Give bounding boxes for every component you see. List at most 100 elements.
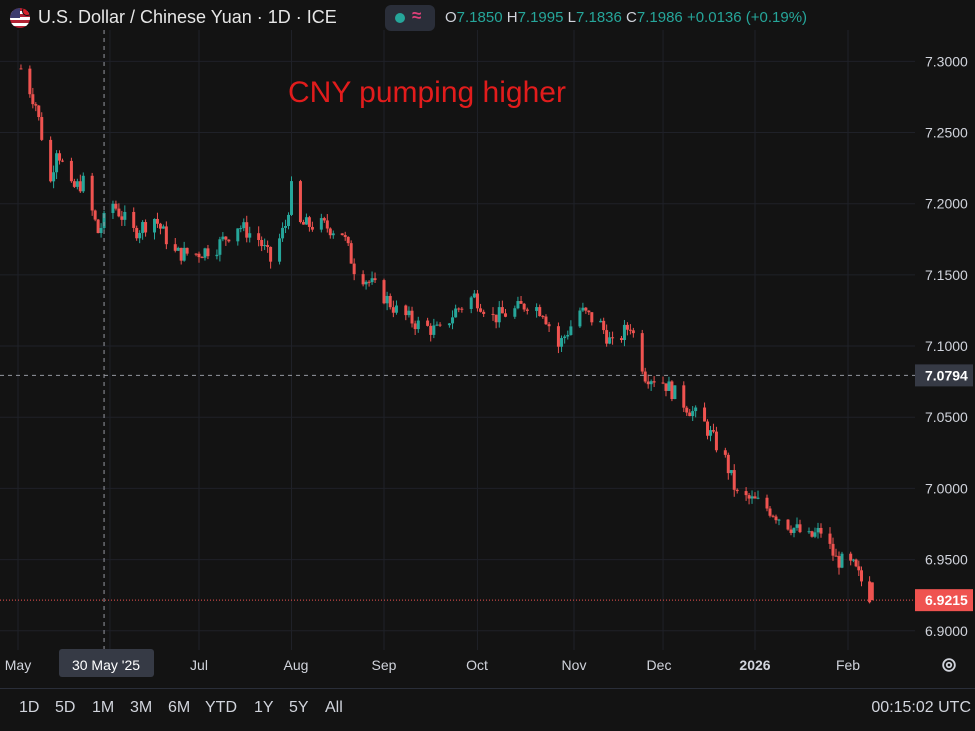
y-tick-label: 7.2000 — [925, 196, 968, 212]
candle-body — [31, 94, 35, 105]
candle-body — [807, 531, 811, 533]
candle-body — [96, 219, 100, 234]
candle-body — [703, 407, 707, 422]
candle-body — [325, 220, 329, 229]
candle-body — [373, 278, 377, 281]
candle-body — [55, 153, 59, 173]
candle-body — [404, 305, 408, 316]
last-price-label: 6.9215 — [925, 592, 968, 608]
candle-body — [257, 233, 261, 241]
crosshair-price-badge — [915, 364, 973, 387]
candle-body — [723, 450, 727, 455]
range-button-5d[interactable]: 5D — [55, 699, 76, 716]
candle-body — [298, 181, 302, 223]
candle-body — [460, 308, 464, 310]
candle-body — [81, 175, 85, 192]
candle-body — [236, 228, 240, 242]
candle-body — [640, 333, 644, 372]
candle-body — [857, 566, 861, 571]
candle-body — [726, 454, 730, 474]
low-label: L — [567, 9, 576, 26]
candle-body — [200, 257, 204, 259]
candle-body — [682, 385, 686, 408]
candle-body — [661, 382, 665, 384]
change-value: +0.0136 (+0.19%) — [686, 9, 808, 26]
candle-body — [432, 325, 436, 335]
x-tick-label: Oct — [466, 657, 488, 673]
candle-body — [343, 235, 347, 237]
candle-body — [102, 213, 106, 228]
candle-body — [789, 529, 793, 533]
candle-body — [608, 337, 612, 344]
candle-body — [194, 253, 198, 255]
candle-body — [569, 326, 573, 335]
candle-body — [605, 330, 609, 344]
candle-body — [584, 307, 588, 311]
wave-icon[interactable]: ≈ — [412, 6, 422, 25]
x-tick-label: May — [5, 657, 31, 673]
candle-body — [364, 281, 368, 285]
gear-icon[interactable] — [940, 656, 958, 674]
candle-body — [756, 497, 760, 499]
candle-body — [587, 310, 591, 313]
candle-body — [34, 104, 38, 106]
x-tick-label: Jul — [190, 657, 208, 673]
range-button-1y[interactable]: 1Y — [254, 699, 274, 716]
candle-body — [556, 326, 560, 347]
candle-body — [765, 497, 769, 509]
candle-body — [161, 226, 165, 229]
candle-body — [37, 105, 41, 118]
candle-body — [870, 582, 874, 601]
candle-body — [581, 307, 585, 311]
candle-body — [407, 310, 411, 316]
range-button-1d[interactable]: 1D — [19, 699, 40, 716]
range-button-3m[interactable]: 3M — [130, 699, 153, 716]
candle-body — [248, 233, 252, 238]
candle-body — [619, 338, 623, 341]
candle-body — [732, 470, 736, 490]
indicator-pill[interactable] — [385, 5, 435, 31]
candle-body — [290, 181, 293, 215]
symbol-title[interactable]: U.S. Dollar / Chinese Yuan · 1D · ICE — [38, 7, 337, 27]
candle-body — [566, 334, 570, 337]
candle-body — [560, 338, 564, 347]
crosshair-price-label: 7.0794 — [925, 367, 968, 383]
utc-clock[interactable]: 00:15:02 UTC — [871, 699, 971, 716]
candle-body — [185, 247, 189, 254]
range-button-1m[interactable]: 1M — [92, 699, 115, 716]
candle-body — [475, 293, 479, 309]
x-tick-label: Nov — [562, 657, 587, 673]
candle-body — [435, 324, 439, 326]
candle-body — [831, 543, 835, 556]
candle-body — [307, 217, 311, 227]
candle-body — [331, 233, 335, 236]
x-tick-label: Aug — [284, 657, 309, 673]
candle-body — [753, 496, 757, 499]
candle-body — [310, 226, 314, 230]
candle-body — [269, 246, 273, 262]
candle-body — [544, 316, 548, 325]
candle-body — [90, 175, 94, 211]
price-chart[interactable]: CNY pumping higher 7.3000 7.2500 7.2000 7.1… — [0, 0, 975, 688]
range-button-6m[interactable]: 6M — [168, 699, 191, 716]
candle-body — [239, 228, 243, 230]
candle-body — [263, 245, 267, 247]
range-button-ytd[interactable]: YTD — [205, 699, 237, 716]
range-button-5y[interactable]: 5Y — [289, 699, 309, 716]
candle-body — [744, 491, 748, 496]
candle-body — [19, 68, 23, 70]
candle-body — [813, 532, 817, 537]
candle-body — [447, 323, 451, 326]
candle-body — [795, 524, 799, 528]
candle-body — [138, 232, 142, 239]
candle-body — [774, 516, 778, 521]
candle-body — [798, 524, 802, 533]
candle-body — [72, 181, 76, 187]
candle-body — [670, 381, 674, 400]
candle-body — [382, 280, 386, 304]
range-button-all[interactable]: All — [325, 699, 343, 716]
candle-body — [708, 430, 712, 436]
candle-body — [714, 431, 718, 451]
x-tick-label: Sep — [372, 657, 397, 673]
